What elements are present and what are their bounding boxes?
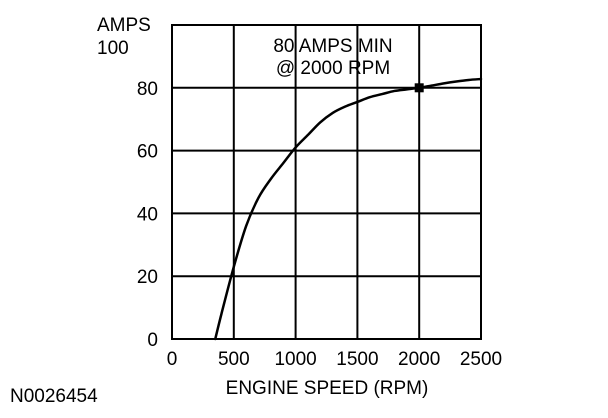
x-tick-labels: 0 500 1000 1500 2000 2500 xyxy=(167,349,502,370)
grid xyxy=(172,25,481,339)
figure-id: N0026454 xyxy=(10,386,98,407)
x-tick-label: 2000 xyxy=(398,349,440,370)
series-layer xyxy=(214,77,483,341)
x-tick-label: 1500 xyxy=(336,349,378,370)
annotation-text: 80 AMPS MIN @ 2000 RPM xyxy=(273,36,392,79)
annotation: 80 AMPS MIN @ 2000 RPM xyxy=(273,36,392,79)
annotation-line: @ 2000 RPM xyxy=(276,58,390,79)
x-tick-label: 500 xyxy=(218,349,250,370)
y-tick-labels: 0 20 40 60 80 100 xyxy=(97,38,158,351)
series-line xyxy=(214,77,483,341)
y-tick-label: 20 xyxy=(137,267,158,288)
x-tick-label: 1000 xyxy=(274,349,316,370)
y-axis-title: AMPS xyxy=(97,15,151,36)
y-tick-label: 40 xyxy=(137,204,158,225)
plot-frame xyxy=(171,24,482,340)
annotation-line: 80 AMPS MIN xyxy=(273,36,392,57)
x-tick-label: 0 xyxy=(167,349,178,370)
x-tick-label: 2500 xyxy=(460,349,502,370)
y-tick-label: 100 xyxy=(97,38,129,59)
marker-layer xyxy=(414,83,424,93)
y-tick-label: 0 xyxy=(147,330,158,351)
plot-border xyxy=(171,24,482,340)
marker-point xyxy=(414,83,424,93)
y-tick-label: 80 xyxy=(137,79,158,100)
y-tick-label: 60 xyxy=(137,142,158,163)
x-axis-title: ENGINE SPEED (RPM) xyxy=(226,378,429,399)
